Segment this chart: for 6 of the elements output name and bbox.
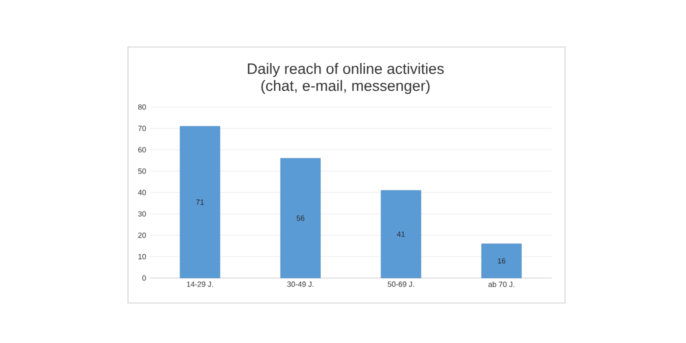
bar bbox=[380, 190, 422, 278]
bar bbox=[481, 244, 522, 278]
bar bbox=[280, 158, 321, 278]
bar bbox=[180, 126, 220, 278]
chart-subtitle: (chat, e-mail, messenger) bbox=[261, 80, 430, 94]
chart-title: Daily reach of online activities bbox=[248, 63, 444, 77]
